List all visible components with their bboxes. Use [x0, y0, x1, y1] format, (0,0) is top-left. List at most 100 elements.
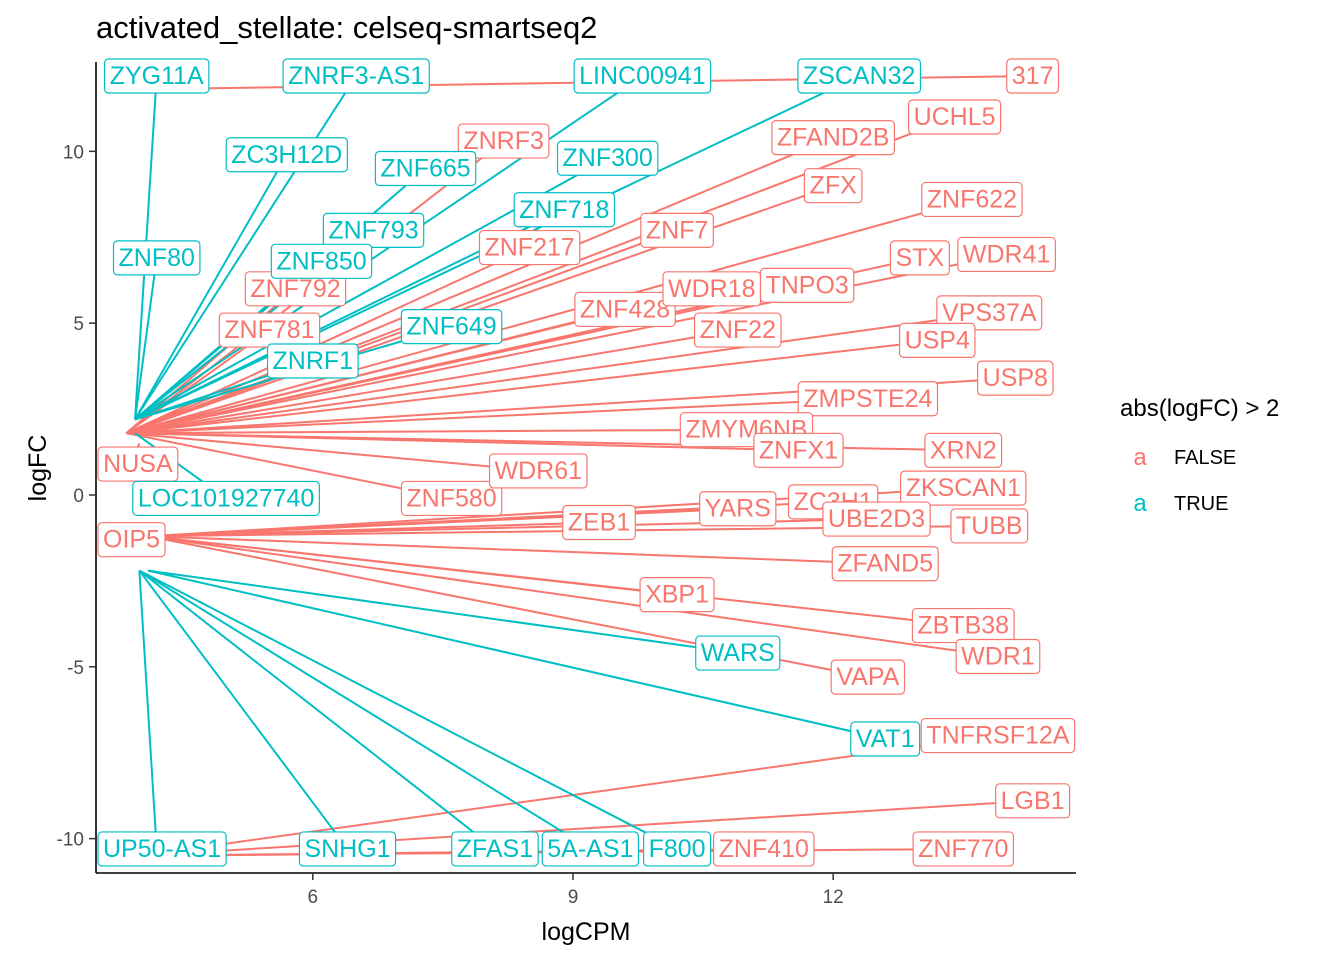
gene-label-zfx: ZFX: [803, 168, 863, 204]
x-tick-label: 6: [308, 887, 319, 908]
gene-label-box: [912, 831, 1015, 867]
gene-label-loc101927740: LOC101927740: [132, 480, 320, 517]
connector-segment: [126, 253, 1007, 435]
gene-label-box: [921, 181, 1023, 218]
gene-label-snhg1: SNHG1: [298, 831, 397, 867]
legend-label-false: FALSE: [1174, 446, 1237, 469]
gene-label-tubb: TUBB: [950, 508, 1029, 544]
legend-entry-true: a TRUE: [1120, 481, 1279, 527]
gene-label-box: [640, 212, 714, 248]
connector-segment: [138, 569, 349, 850]
gene-label-box: [97, 831, 227, 867]
gene-label-box: [924, 432, 1003, 468]
connector-segment: [138, 570, 158, 850]
gene-label-box: [797, 58, 922, 94]
gene-label-wdr18: WDR18: [662, 271, 762, 307]
connector-segment: [147, 569, 738, 655]
gene-label-text: NUSA: [103, 450, 173, 478]
gene-label-usp4: USP4: [898, 322, 976, 358]
gene-label-znf7: ZNF7: [640, 212, 714, 248]
connector-segment: [134, 154, 288, 420]
gene-label-text: ZYG11A: [110, 62, 204, 90]
legend-key-false: a: [1133, 444, 1147, 471]
gene-label-text: 5A-AS1: [547, 835, 633, 863]
gene-label-box: [822, 501, 931, 537]
x-tick-label: 12: [823, 887, 844, 908]
gene-label-box: [977, 360, 1054, 396]
gene-label-text: ZFX: [810, 172, 858, 200]
gene-label-box: [889, 240, 950, 276]
gene-label-zfand2b: ZFAND2B: [771, 120, 896, 156]
gene-label-uchl5: UCHL5: [907, 99, 1002, 135]
gene-label-box: [225, 137, 348, 173]
gene-label-vapa: VAPA: [830, 659, 906, 695]
gene-label-znf410: ZNF410: [713, 831, 815, 867]
y-tick-label: -5: [67, 658, 84, 679]
gene-label-text: ZMPSTE24: [803, 385, 932, 413]
gene-label-text: ZEB1: [568, 508, 631, 536]
gene-label-text: ZNF80: [119, 244, 195, 272]
y-tick-label: 0: [73, 486, 84, 507]
connector-segment: [139, 799, 1033, 857]
gene-label-zbtb38: ZBTB38: [911, 607, 1015, 644]
gene-label-text: WDR61: [495, 457, 583, 485]
gene-label-text: ZNF428: [580, 295, 670, 323]
gene-label-text: ZNRF3-AS1: [288, 62, 424, 90]
gene-label-text: ZFAS1: [457, 835, 533, 863]
gene-label-znf718: ZNF718: [513, 192, 616, 228]
connector-segment: [147, 535, 964, 627]
gene-label-znf665: ZNF665: [374, 150, 477, 187]
gene-label-znfx1: ZNFX1: [753, 432, 844, 468]
connector-segment: [138, 569, 678, 850]
gene-label-box: [920, 717, 1076, 754]
gene-label-text: ZNF792: [250, 275, 340, 303]
gene-label-wdr61: WDR61: [488, 453, 588, 489]
gene-label-box: [400, 480, 503, 517]
gene-label-text: 317: [1012, 62, 1054, 90]
gene-label-znrf3: ZNRF3: [457, 123, 550, 159]
gene-label-text: ZKSCAN1: [906, 474, 1021, 502]
connector-segment: [126, 311, 990, 435]
gene-label-zfas1: ZFAS1: [451, 831, 539, 867]
gene-label-text: ZNRF1: [273, 347, 354, 375]
gene-label-text: ZNF850: [276, 247, 366, 275]
gene-label-text: ZNF718: [519, 196, 609, 224]
gene-label-box: [270, 243, 373, 279]
gene-label-text: ZNF649: [406, 313, 496, 341]
gene-label-box: [513, 192, 616, 228]
gene-label-text: UP50-AS1: [103, 835, 221, 863]
gene-label-text: OIP5: [103, 526, 160, 554]
gene-label-text: LOC101927740: [138, 484, 315, 512]
legend-title: abs(logFC) > 2: [1120, 395, 1280, 422]
gene-label-box: [112, 240, 201, 276]
gene-labels: ZNRF3 ZNF7 ZFAND2B UCHL5 ZFX ZNF622 WDR41 STX VP…: [97, 58, 1076, 867]
legend-key-true: a: [1133, 490, 1147, 517]
gene-label-text: LGB1: [1001, 787, 1065, 815]
gene-label-box: [400, 309, 503, 345]
gene-label-box: [488, 453, 588, 489]
gene-label-text: ZNF7: [646, 216, 709, 244]
connector-segment: [147, 535, 999, 658]
gene-label-box: [574, 291, 676, 328]
gene-label-box: [573, 58, 712, 94]
gene-label-ube2d3: UBE2D3: [822, 501, 931, 537]
gene-label-box: [803, 168, 863, 204]
gene-label-box: [907, 99, 1002, 135]
gene-label-box: [898, 322, 976, 358]
gene-label-text: USP4: [905, 326, 970, 354]
gene-label-box: [298, 831, 397, 867]
gene-label-box: [541, 831, 640, 867]
gene-label-znf850: ZNF850: [270, 243, 373, 279]
gene-label-znf649: ZNF649: [400, 309, 503, 345]
gene-label-text: SNHG1: [304, 835, 390, 863]
gene-label-linc00941: LINC00941: [573, 58, 712, 94]
gene-label-vps37a: VPS37A: [936, 295, 1043, 331]
gene-label-zmpste24: ZMPSTE24: [797, 381, 939, 417]
y-tick-label: -10: [57, 830, 84, 851]
gene-label-box: [900, 470, 1027, 506]
connector-segment: [126, 397, 868, 435]
gene-label-text: ZNF770: [918, 835, 1008, 863]
x-axis-title: logCPM: [542, 918, 631, 946]
x-tick-label: 9: [568, 887, 579, 908]
